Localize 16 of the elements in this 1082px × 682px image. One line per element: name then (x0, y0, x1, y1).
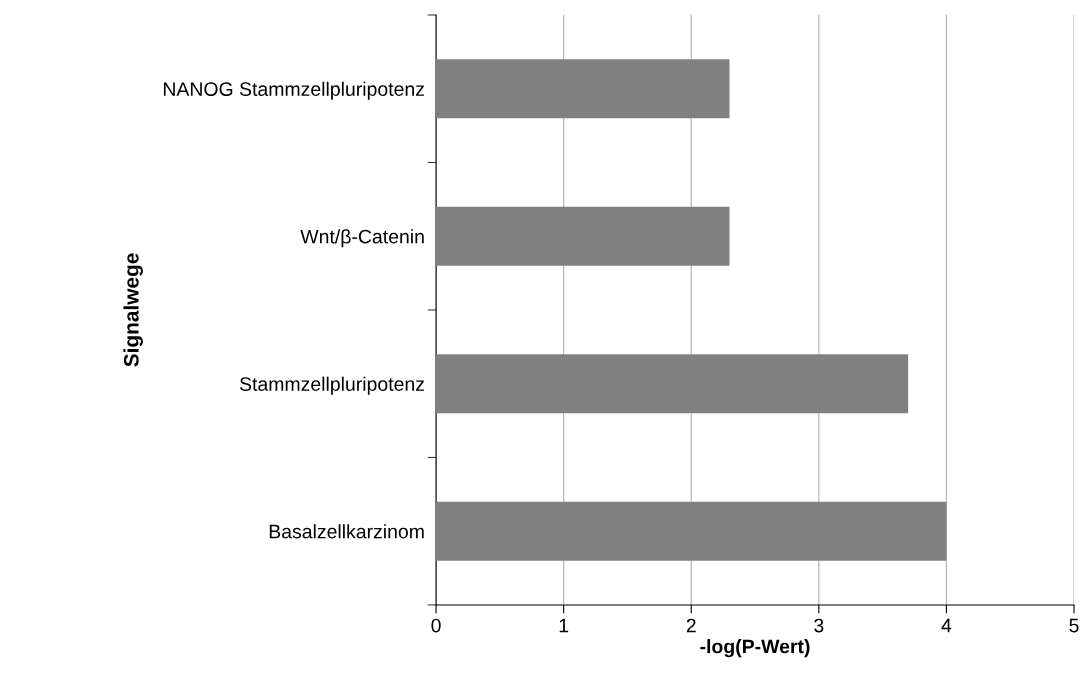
bar (436, 501, 947, 561)
bar (436, 206, 730, 266)
y-tick-label: NANOG Stammzellpluripotenz (163, 81, 424, 100)
bar (436, 59, 730, 119)
x-tick-label: 2 (686, 618, 696, 633)
x-tick-label: 3 (814, 618, 824, 633)
y-tick-label: Basalzellkarzinom (269, 524, 424, 539)
y-tick-label: Wnt/β-Catenin (300, 229, 424, 248)
y-axis-title: Signalwege (123, 253, 143, 367)
x-tick-label: 1 (559, 618, 569, 633)
x-tick-label: 5 (1069, 618, 1079, 633)
x-tick-label: 4 (941, 618, 952, 633)
y-tick-label: Stammzellpluripotenz (239, 376, 424, 395)
bar (436, 354, 909, 414)
x-axis-title: -log(P-Wert) (700, 639, 810, 658)
x-tick-label: 0 (431, 618, 441, 633)
